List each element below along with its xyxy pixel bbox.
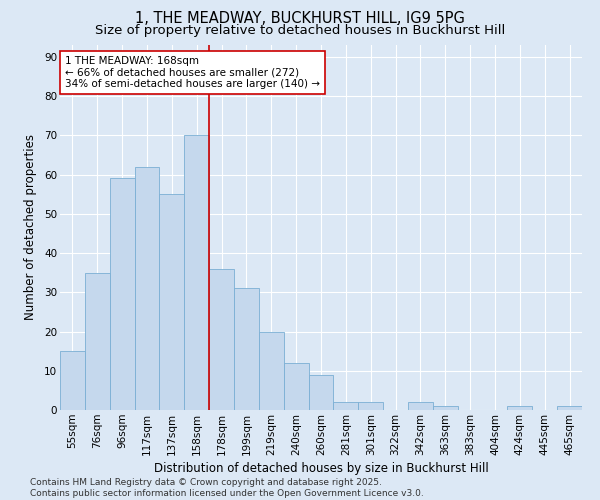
Text: Size of property relative to detached houses in Buckhurst Hill: Size of property relative to detached ho… — [95, 24, 505, 37]
X-axis label: Distribution of detached houses by size in Buckhurst Hill: Distribution of detached houses by size … — [154, 462, 488, 475]
Bar — [234, 288, 259, 410]
Bar — [508, 406, 532, 410]
Bar — [134, 166, 160, 410]
Bar — [184, 136, 209, 410]
Bar — [408, 402, 433, 410]
Bar — [284, 363, 308, 410]
Bar — [60, 351, 85, 410]
Y-axis label: Number of detached properties: Number of detached properties — [24, 134, 37, 320]
Bar — [209, 268, 234, 410]
Bar — [160, 194, 184, 410]
Bar — [308, 374, 334, 410]
Text: 1, THE MEADWAY, BUCKHURST HILL, IG9 5PG: 1, THE MEADWAY, BUCKHURST HILL, IG9 5PG — [135, 11, 465, 26]
Bar — [358, 402, 383, 410]
Bar — [259, 332, 284, 410]
Bar — [433, 406, 458, 410]
Bar — [557, 406, 582, 410]
Bar — [85, 272, 110, 410]
Text: 1 THE MEADWAY: 168sqm
← 66% of detached houses are smaller (272)
34% of semi-det: 1 THE MEADWAY: 168sqm ← 66% of detached … — [65, 56, 320, 89]
Bar — [334, 402, 358, 410]
Bar — [110, 178, 134, 410]
Text: Contains HM Land Registry data © Crown copyright and database right 2025.
Contai: Contains HM Land Registry data © Crown c… — [30, 478, 424, 498]
